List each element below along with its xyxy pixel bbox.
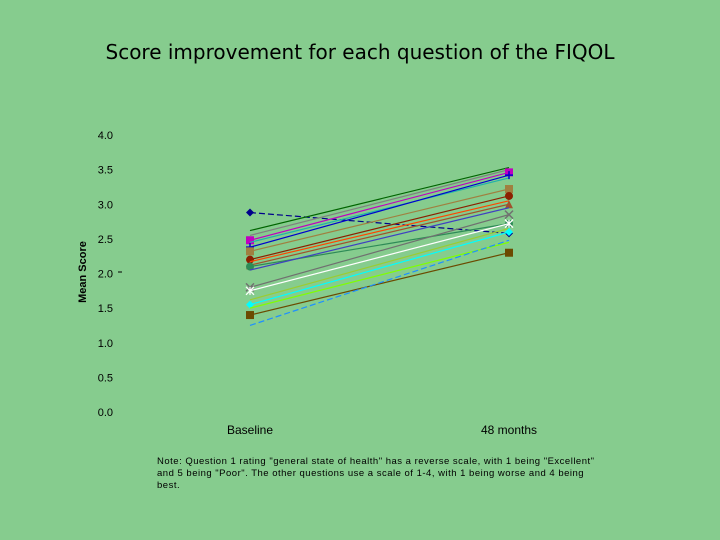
series-point — [505, 200, 513, 209]
chart-note: Note: Question 1 rating "general state o… — [157, 456, 595, 491]
y-tick-label: 0.5 — [98, 372, 113, 384]
y-tick-label: 3.0 — [98, 199, 113, 211]
series-point — [246, 247, 254, 256]
series-point — [246, 311, 254, 320]
x-tick-label: 48 months — [481, 423, 537, 437]
series-line — [249, 203, 510, 266]
y-tick-label: 1.5 — [98, 303, 113, 315]
y-tick-label: 1.0 — [98, 338, 113, 350]
y-axis-label: Mean Score — [77, 241, 89, 303]
series-line — [249, 177, 510, 243]
series-line — [249, 166, 510, 232]
y-tick-label: 3.5 — [98, 165, 113, 177]
series-point — [504, 219, 514, 229]
series-line — [249, 241, 510, 309]
chart-title: Score improvement for each question of t… — [105, 40, 615, 64]
series-line — [249, 188, 510, 252]
series-point — [246, 208, 254, 217]
series-line — [249, 211, 510, 234]
series-point — [246, 262, 254, 271]
series-line — [249, 223, 510, 292]
y-tick-label: 0.0 — [98, 407, 113, 419]
series-point — [505, 191, 513, 200]
x-axis-ticks: Baseline 48 months — [227, 423, 537, 437]
series-point — [246, 236, 254, 245]
series-line — [249, 195, 510, 261]
series-line — [249, 207, 510, 271]
y-tick-label: 2.5 — [98, 234, 113, 246]
x-tick-label: Baseline — [227, 423, 273, 437]
series-line — [249, 231, 510, 306]
series-point — [505, 171, 513, 180]
series-point — [504, 210, 514, 220]
series-point — [505, 185, 513, 194]
series-group — [245, 166, 514, 327]
series-line — [249, 227, 510, 301]
series-line — [249, 214, 510, 288]
series-line — [249, 239, 510, 327]
y-tick-label: 2.0 — [98, 269, 113, 281]
series-line — [249, 171, 510, 241]
series-point — [505, 227, 513, 236]
series-line — [249, 252, 510, 316]
series-line — [249, 200, 510, 263]
series-point — [246, 300, 254, 309]
y-axis-ticks: 0.0 0.5 1.0 1.5 2.0 2.5 3.0 3.5 4.0 — [98, 130, 113, 419]
series-point — [245, 286, 255, 296]
series-line — [249, 169, 510, 236]
series-line — [249, 174, 510, 248]
y-tick-label: 4.0 — [98, 130, 113, 142]
series-point — [505, 248, 513, 257]
